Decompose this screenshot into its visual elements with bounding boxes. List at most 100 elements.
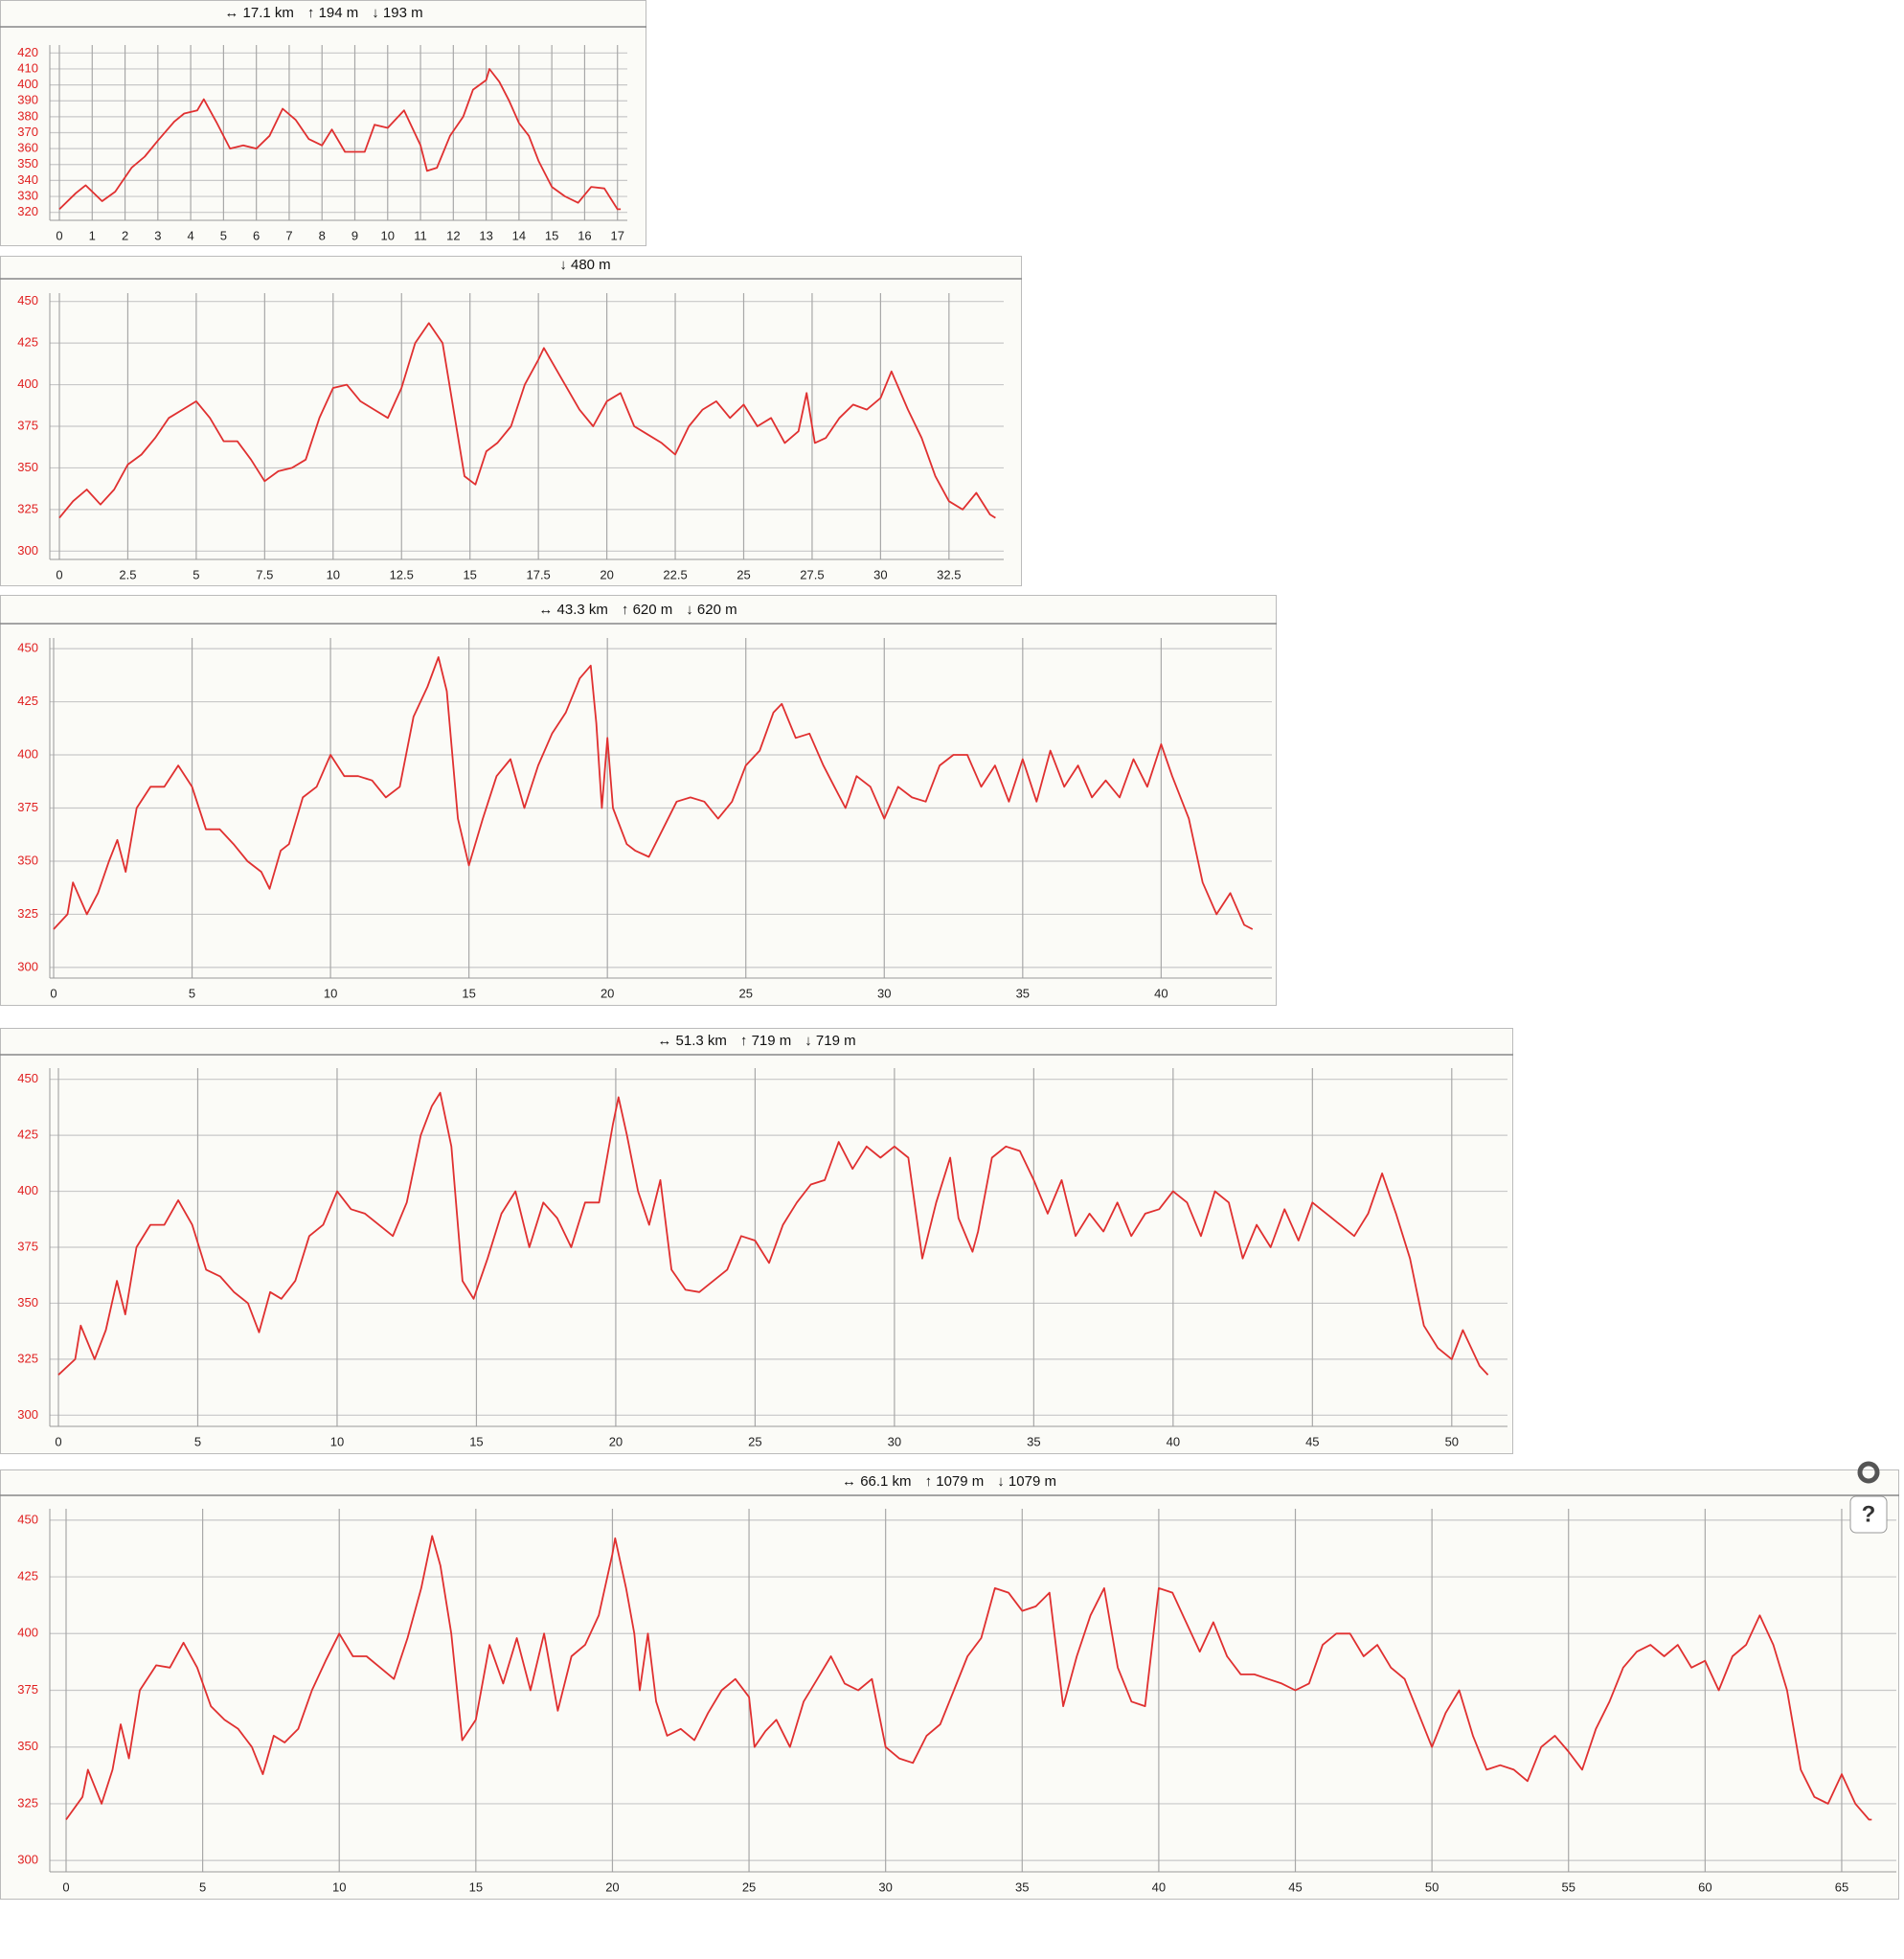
x-tick-label: 0 bbox=[56, 567, 62, 581]
y-tick-label: 300 bbox=[17, 959, 38, 973]
x-tick-label: 27.5 bbox=[800, 567, 824, 581]
x-tick-label: 30 bbox=[878, 1879, 892, 1894]
x-tick-label: 9 bbox=[351, 228, 358, 242]
stats-header: ↔ 17.1 km ↑ 194 m ↓ 193 m bbox=[224, 5, 422, 21]
y-tick-label: 340 bbox=[17, 172, 38, 187]
y-tick-label: 390 bbox=[17, 93, 38, 107]
y-tick-label: 350 bbox=[17, 1295, 38, 1310]
stat: ↓ 1079 m bbox=[997, 1473, 1056, 1490]
x-tick-label: 35 bbox=[1016, 986, 1030, 1000]
y-tick-label: 450 bbox=[17, 1071, 38, 1085]
x-tick-label: 6 bbox=[253, 228, 260, 242]
profile-panel bbox=[0, 0, 646, 246]
x-tick-label: 50 bbox=[1445, 1434, 1459, 1448]
y-tick-label: 400 bbox=[17, 1626, 38, 1640]
settings-icon[interactable] bbox=[1857, 1461, 1880, 1484]
stats-header: ↔ 66.1 km ↑ 1079 m ↓ 1079 m bbox=[842, 1473, 1056, 1490]
x-tick-label: 40 bbox=[1154, 986, 1167, 1000]
elevation-profile: ↔ 43.3 km ↑ 620 m ↓ 620 m30032535037540042… bbox=[0, 595, 1277, 1006]
x-tick-label: 20 bbox=[609, 1434, 623, 1448]
x-tick-label: 0 bbox=[56, 228, 62, 242]
x-tick-label: 16 bbox=[578, 228, 591, 242]
y-tick-label: 425 bbox=[17, 1128, 38, 1142]
x-tick-label: 45 bbox=[1305, 1434, 1319, 1448]
y-tick-label: 375 bbox=[17, 1682, 38, 1697]
x-tick-label: 2.5 bbox=[119, 567, 136, 581]
y-tick-label: 400 bbox=[17, 77, 38, 91]
x-tick-label: 10 bbox=[330, 1434, 344, 1448]
x-tick-label: 7.5 bbox=[256, 567, 273, 581]
x-tick-label: 20 bbox=[605, 1879, 619, 1894]
profile-panel bbox=[0, 256, 1022, 586]
y-tick-label: 325 bbox=[17, 906, 38, 921]
x-tick-label: 5 bbox=[220, 228, 227, 242]
profile-panel bbox=[0, 1028, 1513, 1454]
stat: ↔ 66.1 km bbox=[842, 1473, 912, 1490]
y-tick-label: 350 bbox=[17, 156, 38, 171]
y-tick-label: 325 bbox=[17, 501, 38, 515]
x-tick-label: 35 bbox=[1027, 1434, 1040, 1448]
x-tick-label: 40 bbox=[1167, 1434, 1180, 1448]
x-tick-label: 5 bbox=[189, 986, 195, 1000]
x-tick-label: 25 bbox=[748, 1434, 761, 1448]
y-tick-label: 400 bbox=[17, 746, 38, 761]
x-tick-label: 17 bbox=[610, 228, 623, 242]
x-tick-label: 10 bbox=[381, 228, 395, 242]
help-button[interactable]: ? bbox=[1849, 1495, 1888, 1534]
x-tick-label: 15 bbox=[462, 986, 475, 1000]
x-tick-label: 2 bbox=[122, 228, 128, 242]
x-tick-label: 10 bbox=[324, 986, 337, 1000]
x-tick-label: 25 bbox=[742, 1879, 756, 1894]
stat: ↓ 620 m bbox=[686, 602, 737, 618]
stat: ↓ 193 m bbox=[372, 5, 422, 21]
stat: ↑ 719 m bbox=[740, 1033, 791, 1049]
y-tick-label: 360 bbox=[17, 141, 38, 155]
x-tick-label: 50 bbox=[1425, 1879, 1439, 1894]
stat: ↑ 620 m bbox=[622, 602, 672, 618]
x-tick-label: 30 bbox=[877, 986, 891, 1000]
x-tick-label: 14 bbox=[512, 228, 526, 242]
elevation-profile: ↔ 17.1 km ↑ 194 m ↓ 193 m32033034035036037… bbox=[0, 0, 646, 246]
x-tick-label: 20 bbox=[600, 567, 613, 581]
x-tick-label: 13 bbox=[479, 228, 492, 242]
y-tick-label: 300 bbox=[17, 1853, 38, 1867]
y-tick-label: 375 bbox=[17, 800, 38, 814]
x-tick-label: 10 bbox=[327, 567, 340, 581]
y-tick-label: 375 bbox=[17, 1239, 38, 1253]
x-tick-label: 20 bbox=[601, 986, 614, 1000]
help-label[interactable]: ? bbox=[1862, 1501, 1876, 1527]
x-tick-label: 30 bbox=[873, 567, 887, 581]
x-tick-label: 5 bbox=[193, 567, 199, 581]
x-tick-label: 10 bbox=[332, 1879, 346, 1894]
stat: ↓ 480 m bbox=[559, 257, 610, 273]
y-tick-label: 450 bbox=[17, 641, 38, 655]
x-tick-label: 55 bbox=[1561, 1879, 1575, 1894]
y-tick-label: 325 bbox=[17, 1795, 38, 1810]
x-tick-label: 11 bbox=[414, 228, 427, 242]
y-tick-label: 425 bbox=[17, 694, 38, 708]
stat: ↑ 194 m bbox=[307, 5, 358, 21]
x-tick-label: 25 bbox=[738, 986, 752, 1000]
elevation-line bbox=[58, 68, 622, 211]
stat: ↔ 43.3 km bbox=[538, 602, 608, 618]
elevation-line bbox=[53, 656, 1254, 930]
elevation-profile: ↔ 51.3 km ↑ 719 m ↓ 719 m30032535037540042… bbox=[0, 1028, 1513, 1454]
x-tick-label: 12.5 bbox=[390, 567, 414, 581]
y-tick-label: 350 bbox=[17, 460, 38, 474]
x-tick-label: 0 bbox=[62, 1879, 69, 1894]
x-tick-label: 3 bbox=[154, 228, 161, 242]
elevation-line bbox=[65, 1535, 1872, 1821]
elevation-line bbox=[57, 1091, 1489, 1376]
stat: ↔ 51.3 km bbox=[657, 1033, 727, 1049]
help-button-frame[interactable] bbox=[1849, 1495, 1888, 1534]
x-tick-label: 30 bbox=[888, 1434, 901, 1448]
stat: ↓ 719 m bbox=[805, 1033, 855, 1049]
x-tick-label: 0 bbox=[50, 986, 57, 1000]
x-tick-label: 22.5 bbox=[663, 567, 687, 581]
y-tick-label: 450 bbox=[17, 1512, 38, 1526]
y-tick-label: 410 bbox=[17, 60, 38, 75]
x-tick-label: 8 bbox=[319, 228, 326, 242]
stat: ↑ 1079 m bbox=[925, 1473, 985, 1490]
y-tick-label: 325 bbox=[17, 1351, 38, 1365]
